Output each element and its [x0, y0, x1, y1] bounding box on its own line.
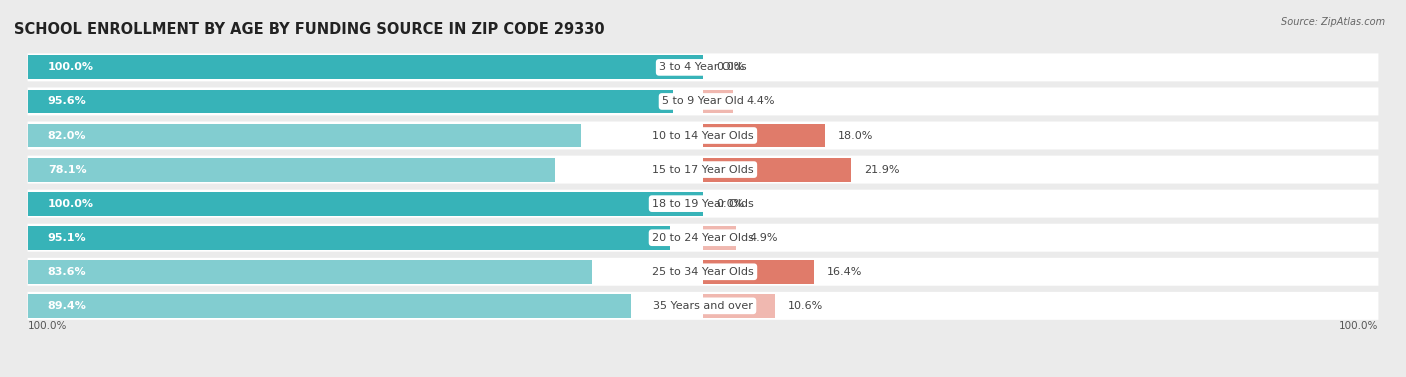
Text: 10.6%: 10.6% [789, 301, 824, 311]
Text: 82.0%: 82.0% [48, 130, 86, 141]
Text: 35 Years and over: 35 Years and over [652, 301, 754, 311]
Text: 16.4%: 16.4% [827, 267, 863, 277]
Bar [28, 124, 582, 147]
Text: 100.0%: 100.0% [1339, 320, 1378, 331]
Bar [28, 89, 673, 113]
Text: 89.4%: 89.4% [48, 301, 87, 311]
Bar [28, 158, 555, 181]
Bar [28, 192, 703, 216]
Text: 4.9%: 4.9% [749, 233, 778, 243]
FancyBboxPatch shape [28, 258, 1378, 286]
Bar [703, 260, 814, 284]
Bar [28, 55, 703, 79]
Text: 21.9%: 21.9% [865, 165, 900, 175]
Text: 78.1%: 78.1% [48, 165, 86, 175]
Text: 18 to 19 Year Olds: 18 to 19 Year Olds [652, 199, 754, 208]
Text: 3 to 4 Year Olds: 3 to 4 Year Olds [659, 62, 747, 72]
Bar [703, 158, 851, 181]
FancyBboxPatch shape [28, 292, 1378, 320]
Text: 18.0%: 18.0% [838, 130, 873, 141]
Text: 0.0%: 0.0% [717, 199, 745, 208]
Text: SCHOOL ENROLLMENT BY AGE BY FUNDING SOURCE IN ZIP CODE 29330: SCHOOL ENROLLMENT BY AGE BY FUNDING SOUR… [14, 22, 605, 37]
Text: 100.0%: 100.0% [28, 320, 67, 331]
Text: 10 to 14 Year Olds: 10 to 14 Year Olds [652, 130, 754, 141]
Text: 5 to 9 Year Old: 5 to 9 Year Old [662, 97, 744, 106]
Bar [28, 226, 669, 250]
Text: 20 to 24 Year Olds: 20 to 24 Year Olds [652, 233, 754, 243]
Bar [703, 124, 824, 147]
FancyBboxPatch shape [28, 87, 1378, 115]
Bar [703, 294, 775, 318]
Text: 15 to 17 Year Olds: 15 to 17 Year Olds [652, 165, 754, 175]
FancyBboxPatch shape [28, 190, 1378, 218]
Text: 25 to 34 Year Olds: 25 to 34 Year Olds [652, 267, 754, 277]
Text: 100.0%: 100.0% [48, 199, 94, 208]
FancyBboxPatch shape [28, 121, 1378, 150]
Text: 83.6%: 83.6% [48, 267, 86, 277]
Text: 95.1%: 95.1% [48, 233, 86, 243]
Bar [703, 226, 737, 250]
Text: 100.0%: 100.0% [48, 62, 94, 72]
Text: 95.6%: 95.6% [48, 97, 87, 106]
Bar [28, 260, 592, 284]
Text: 0.0%: 0.0% [717, 62, 745, 72]
Bar [703, 89, 733, 113]
Bar [28, 294, 631, 318]
Text: 4.4%: 4.4% [747, 97, 775, 106]
FancyBboxPatch shape [28, 156, 1378, 184]
FancyBboxPatch shape [28, 54, 1378, 81]
FancyBboxPatch shape [28, 224, 1378, 252]
Text: Source: ZipAtlas.com: Source: ZipAtlas.com [1281, 17, 1385, 27]
